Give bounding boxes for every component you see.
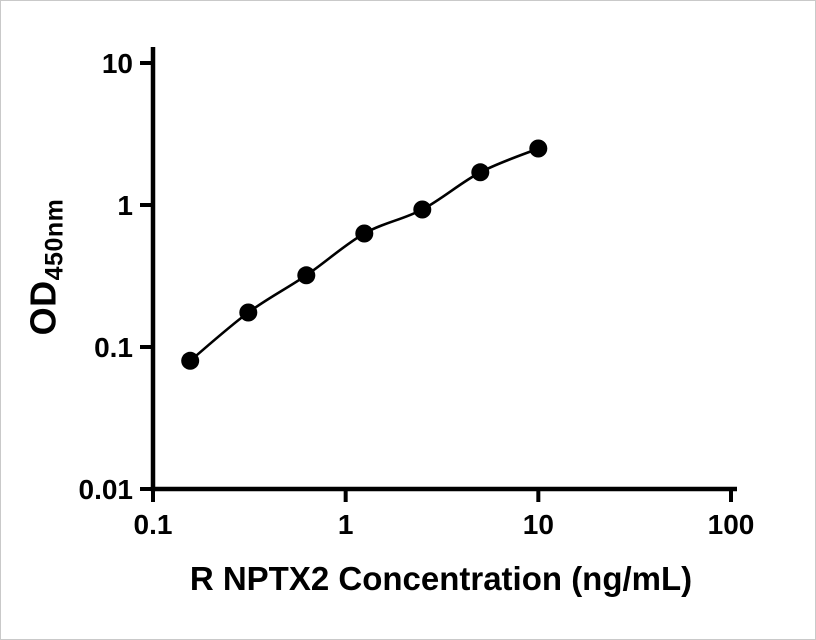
x-tick-label: 10	[523, 509, 554, 540]
x-axis-title: R NPTX2 Concentration (ng/mL)	[189, 560, 693, 597]
data-point	[471, 163, 490, 182]
data-point	[181, 351, 200, 370]
data-point	[239, 303, 258, 322]
data-point	[297, 266, 316, 285]
y-axis-title-subscript: 450nm	[40, 198, 69, 281]
y-tick-label: 0.1	[94, 332, 133, 363]
data-point	[413, 200, 432, 219]
data-point	[355, 224, 374, 243]
y-axis-title-text: OD	[22, 280, 64, 336]
y-tick-label: 10	[102, 48, 133, 79]
y-tick-label: 0.01	[79, 474, 134, 505]
fit-curve	[189, 147, 539, 362]
data-point	[529, 139, 548, 158]
y-axis-title: OD450nm	[23, 199, 70, 336]
x-tick-label: 1	[338, 509, 354, 540]
x-tick-label: 0.1	[134, 509, 173, 540]
x-tick-label: 100	[708, 509, 755, 540]
y-tick-label: 1	[117, 190, 133, 221]
